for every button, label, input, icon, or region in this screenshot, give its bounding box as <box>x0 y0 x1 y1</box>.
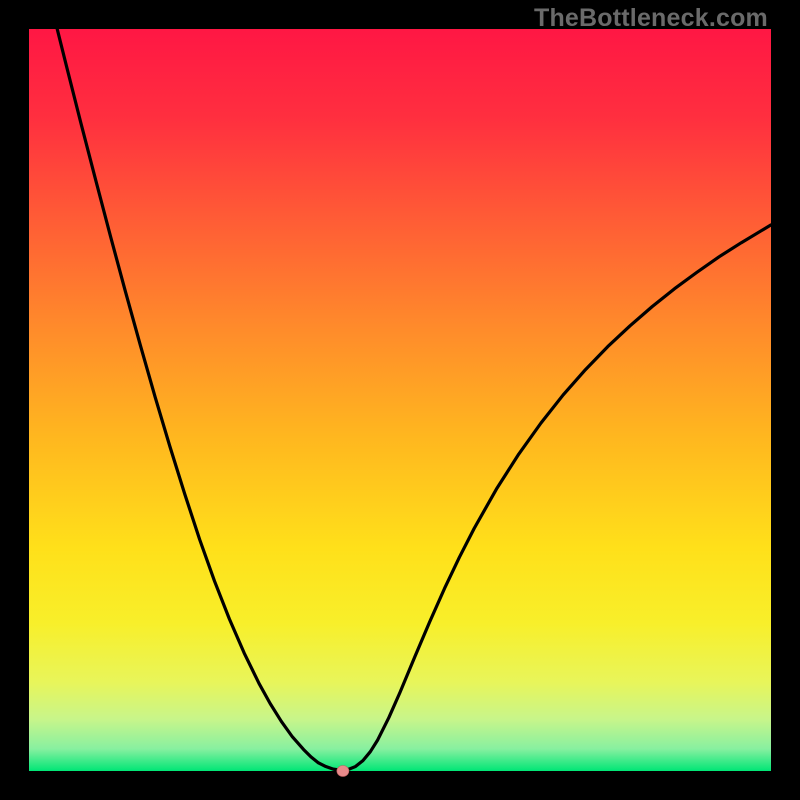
watermark-text: TheBottleneck.com <box>534 4 768 33</box>
plot-background <box>29 29 771 771</box>
bottleneck-chart <box>0 0 800 800</box>
optimal-point-marker <box>337 766 349 777</box>
